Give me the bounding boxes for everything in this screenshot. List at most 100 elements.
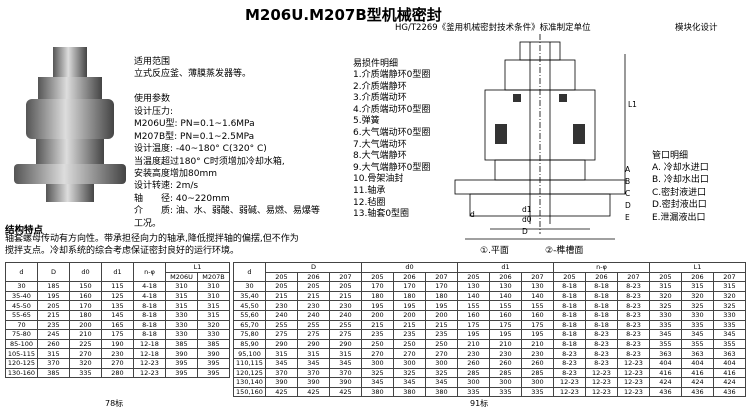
table-cell: 325 <box>393 367 426 379</box>
table-cell: 335 <box>521 386 554 398</box>
table-cell: 55,60 <box>233 309 266 321</box>
table-cell: 300 <box>361 357 394 369</box>
table-cell: 315 <box>297 348 330 359</box>
table-cell: 12-23 <box>617 357 650 369</box>
table-cell: 12-23 <box>617 367 650 379</box>
table-cell: 345 <box>681 329 714 340</box>
table-row: 75,80 275 275 275 235 235 235 195 195 195 8-18 8-23… <box>233 329 746 340</box>
table-cell: 380 <box>425 386 458 398</box>
drawing-label: E <box>625 213 630 222</box>
table-cell: 225 <box>69 338 102 350</box>
param-line: 设计压力: <box>134 107 174 117</box>
table-cell: 425 <box>265 386 298 398</box>
drawing-label: B <box>625 177 631 186</box>
table-row: 35,40 215 215 215 180 180 180 140 140 140 8-18 8-18… <box>233 290 746 302</box>
drawing-label: D <box>522 227 528 236</box>
table-cell: 65,70 <box>233 319 266 331</box>
subheader-cell: M206U <box>165 271 198 283</box>
subheader-cell: 205 <box>265 271 298 283</box>
param-line: 设计温度: -40~180° C(320° C) <box>134 144 267 155</box>
table-cell: 70 <box>5 319 38 331</box>
table-cell: 280 <box>101 367 134 379</box>
table-cell: 12-23 <box>617 377 650 388</box>
scope: 立式反应釜、薄膜蒸发器等。 <box>134 69 252 79</box>
table-cell: 8-23 <box>617 281 650 292</box>
table-cell: 330 <box>649 309 682 321</box>
part-item: 8.大气端静环 <box>353 151 407 162</box>
part-item: 2.介质端静环 <box>353 81 407 92</box>
subtitle: HG/T2269《釜用机械密封技术条件》标准制定单位 <box>395 23 591 33</box>
drawing <box>454 34 626 240</box>
table-cell: 315 <box>197 300 230 311</box>
table-cell: 160 <box>457 309 490 321</box>
table-cell: 8-23 <box>617 329 650 340</box>
table-cell: 363 <box>681 348 714 359</box>
table-cell: 45-50 <box>5 300 38 311</box>
header-cell: d1 <box>457 262 554 273</box>
table-row: 85,90 290 290 290 250 250 250 210 210 210 8-18 8-23… <box>233 338 746 350</box>
tag: 模块化设计 <box>675 23 718 33</box>
drawing-label: L1 <box>628 100 637 109</box>
table-cell: 300 <box>521 377 554 388</box>
caption-78: 78标 <box>105 399 124 408</box>
table-cell: 300 <box>425 357 458 369</box>
part-item: 13.轴套0型圈 <box>353 209 410 220</box>
table-cell: 180 <box>425 290 458 302</box>
table-cell: 395 <box>165 357 198 369</box>
table-cell: 395 <box>165 367 198 379</box>
table-cell: 245 <box>37 329 70 340</box>
part-item: 9.大气端静环0型圈 <box>353 162 431 173</box>
header-cell: d0 <box>361 262 458 273</box>
table-cell: 255 <box>297 319 330 331</box>
table-cell: 8-18 <box>585 281 618 292</box>
table-cell: 370 <box>265 367 298 379</box>
table-cell: 270 <box>101 357 134 369</box>
table-cell: 110,115 <box>233 357 266 369</box>
table-row: 120-125 370 320 270 12-23 395 395 <box>5 357 230 369</box>
table-cell: 385 <box>165 338 198 350</box>
table-cell: 8-23 <box>617 309 650 321</box>
table-cell: 255 <box>265 319 298 331</box>
table-cell: 230 <box>265 300 298 311</box>
param-line: 安装高度增加80mm <box>134 169 217 180</box>
table-cell: 140 <box>489 290 522 302</box>
table-cell: 205 <box>329 281 362 292</box>
pipes-list: A. 冷却水进口 B. 冷却水出口 C.密封液进口 D.密封液出口 E.泄漏液出口 <box>652 162 709 224</box>
header-cell: n-φ <box>133 261 166 283</box>
table-cell: 385 <box>197 338 230 350</box>
part-item: 4.介质端动环0型圈 <box>353 104 431 115</box>
table-cell: 240 <box>297 309 330 321</box>
drawing-label: d1 <box>522 205 532 214</box>
table-cell: 170 <box>393 281 426 292</box>
drawing-label: D <box>625 201 631 210</box>
table-cell: 290 <box>329 338 362 350</box>
product-photo <box>14 47 126 202</box>
table-cell: 12-23 <box>585 386 618 398</box>
table-cell: 270 <box>361 348 394 359</box>
table-cell: 424 <box>681 377 714 388</box>
table-cell: 255 <box>329 319 362 331</box>
table-cell: 180 <box>393 290 426 302</box>
part-item: 12.毡圈 <box>353 197 386 208</box>
table-cell: 230 <box>457 348 490 359</box>
table-cell: 235 <box>393 329 426 340</box>
table-cell: 345 <box>297 357 330 369</box>
header-cell: d0 <box>69 261 102 283</box>
table-cell: 140 <box>521 290 554 302</box>
table-cell: 8-23 <box>617 338 650 350</box>
table-cell: 170 <box>361 281 394 292</box>
structure-line: 轴套螺母传动有方向性。带承担径向力的轴承,降低搅拌轴的偏摆,但不作为 <box>5 234 299 244</box>
table-cell: 390 <box>197 348 230 359</box>
table-cell: 210 <box>489 338 522 350</box>
table-cell: 12-23 <box>585 377 618 388</box>
table-cell: 75-80 <box>5 329 38 340</box>
table-cell: 8-18 <box>585 300 618 311</box>
subheader-cell: 206 <box>681 271 714 283</box>
subheader-cell: 206 <box>297 271 330 283</box>
table-cell: 275 <box>265 329 298 340</box>
table-cell: 335 <box>681 319 714 331</box>
subheader-cell: 205 <box>361 271 394 283</box>
table-cell: 315 <box>165 290 198 302</box>
table-cell: 300 <box>489 377 522 388</box>
